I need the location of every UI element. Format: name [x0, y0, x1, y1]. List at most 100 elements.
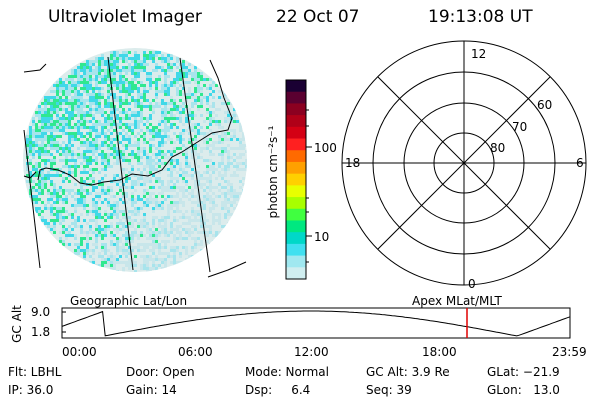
uv-pixel — [185, 210, 188, 213]
uv-pixel — [164, 90, 167, 93]
uv-pixel — [110, 132, 113, 135]
uv-pixel — [239, 126, 242, 129]
uv-pixel — [152, 240, 155, 243]
uv-pixel — [143, 258, 146, 261]
uv-pixel — [143, 183, 146, 186]
uv-pixel — [230, 204, 233, 207]
uv-pixel — [158, 177, 161, 180]
uv-pixel — [167, 150, 170, 153]
uv-pixel — [230, 147, 233, 150]
uv-pixel — [164, 132, 167, 135]
uv-pixel — [122, 249, 125, 252]
uv-pixel — [152, 264, 155, 267]
uv-pixel — [26, 180, 29, 183]
uv-pixel — [125, 93, 128, 96]
uv-pixel — [59, 102, 62, 105]
uv-pixel — [128, 63, 131, 66]
uv-pixel — [143, 267, 146, 270]
uv-pixel — [161, 180, 164, 183]
uv-pixel — [59, 195, 62, 198]
uv-pixel — [62, 159, 65, 162]
uv-pixel — [233, 114, 236, 117]
uv-pixel — [125, 144, 128, 147]
uv-pixel — [83, 90, 86, 93]
uv-pixel — [71, 213, 74, 216]
uv-pixel — [230, 102, 233, 105]
uv-pixel — [158, 141, 161, 144]
uv-pixel — [122, 156, 125, 159]
uv-pixel — [188, 198, 191, 201]
uv-pixel — [206, 168, 209, 171]
uv-pixel — [131, 81, 134, 84]
uv-pixel — [83, 237, 86, 240]
polar-label-6: 6 — [576, 156, 584, 170]
uv-pixel — [128, 159, 131, 162]
uv-pixel — [47, 108, 50, 111]
uv-pixel — [119, 261, 122, 264]
uv-pixel — [134, 198, 137, 201]
uv-pixel — [194, 159, 197, 162]
uv-pixel — [134, 135, 137, 138]
uv-pixel — [122, 75, 125, 78]
uv-pixel — [143, 105, 146, 108]
uv-pixel — [122, 111, 125, 114]
uv-pixel — [155, 63, 158, 66]
uv-pixel — [143, 201, 146, 204]
uv-pixel — [233, 129, 236, 132]
uv-pixel — [95, 240, 98, 243]
uv-pixel — [221, 201, 224, 204]
uv-pixel — [71, 126, 74, 129]
uv-pixel — [122, 57, 125, 60]
uv-pixel — [146, 159, 149, 162]
uv-pixel — [206, 186, 209, 189]
uv-pixel — [152, 225, 155, 228]
uv-pixel — [47, 150, 50, 153]
uv-pixel — [152, 210, 155, 213]
uv-pixel — [53, 189, 56, 192]
uv-pixel — [164, 240, 167, 243]
uv-pixel — [44, 102, 47, 105]
uv-pixel — [131, 72, 134, 75]
uv-pixel — [68, 234, 71, 237]
uv-pixel — [173, 102, 176, 105]
uv-pixel — [245, 150, 247, 153]
uv-pixel — [185, 171, 188, 174]
uv-pixel — [62, 189, 65, 192]
uv-pixel — [68, 153, 71, 156]
uv-pixel — [80, 144, 83, 147]
uv-pixel — [83, 201, 86, 204]
uv-pixel — [59, 207, 62, 210]
uv-pixel — [170, 195, 173, 198]
uv-pixel — [239, 153, 242, 156]
uv-pixel — [164, 168, 167, 171]
uv-pixel — [170, 231, 173, 234]
uv-pixel — [155, 93, 158, 96]
uv-pixel — [140, 219, 143, 222]
uv-pixel — [140, 69, 143, 72]
uv-pixel — [107, 105, 110, 108]
uv-pixel — [98, 252, 101, 255]
uv-pixel — [104, 252, 107, 255]
uv-pixel — [83, 255, 86, 258]
uv-pixel — [131, 132, 134, 135]
uv-pixel — [107, 162, 110, 165]
uv-pixel — [44, 159, 47, 162]
uv-pixel — [83, 153, 86, 156]
uv-pixel — [149, 51, 152, 54]
uv-pixel — [173, 201, 176, 204]
uv-pixel — [59, 90, 62, 93]
info-gcalt: GC Alt: 3.9 Re — [366, 365, 450, 379]
uv-pixel — [86, 105, 89, 108]
uv-pixel — [212, 213, 215, 216]
instrument-title: Ultraviolet Imager — [48, 7, 202, 27]
uv-pixel — [191, 102, 194, 105]
uv-pixel — [188, 228, 191, 231]
uv-pixel — [47, 141, 50, 144]
uv-pixel — [164, 81, 167, 84]
uv-pixel — [155, 147, 158, 150]
uv-pixel — [98, 171, 101, 174]
uv-pixel — [62, 123, 65, 126]
uv-pixel — [41, 129, 44, 132]
uv-pixel — [131, 60, 134, 63]
uv-pixel — [170, 102, 173, 105]
